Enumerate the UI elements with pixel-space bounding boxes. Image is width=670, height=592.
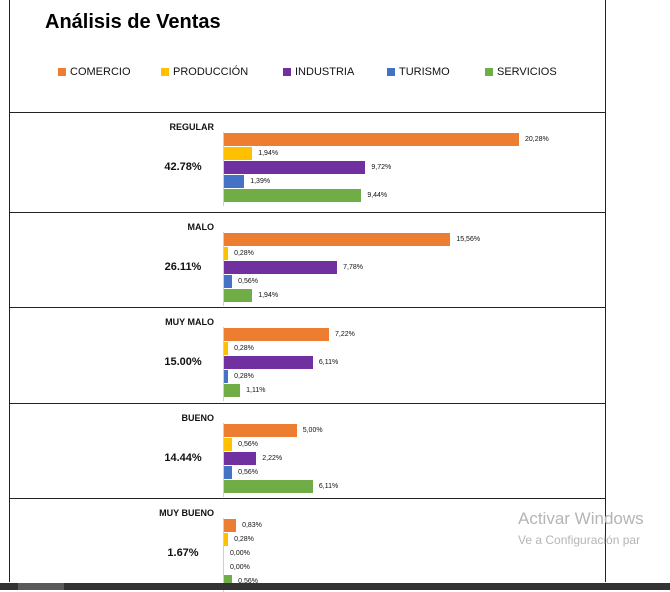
bar-turismo: [224, 275, 233, 288]
bar-turismo: [224, 466, 233, 479]
activation-watermark-title: Activar Windows: [518, 509, 644, 528]
category-axis: [223, 518, 224, 592]
group-label: BUENO: [181, 413, 214, 423]
bar-value-label: 0,56%: [238, 441, 258, 448]
taskbar: [0, 583, 670, 590]
bar-value-label: 0,00%: [230, 550, 250, 557]
legend-swatch: [387, 68, 395, 76]
legend-label: INDUSTRIA: [295, 66, 355, 78]
legend-swatch: [485, 68, 493, 76]
bar-value-label: 6,11%: [318, 483, 339, 490]
bar-value-label: 1,11%: [246, 387, 266, 394]
bar-turismo: [224, 175, 245, 188]
bar-value-label: 0,56%: [238, 469, 258, 476]
section-divider: [10, 403, 605, 404]
bar-turismo: [224, 370, 229, 383]
activation-watermark-subtitle: Ve a Configuración par: [518, 533, 641, 547]
group-total: 26.11%: [164, 261, 202, 273]
bar-value-label: 1,94%: [258, 292, 279, 299]
legend-item-producción: PRODUCCIÓN: [161, 66, 248, 78]
bar-servicios: [224, 384, 241, 397]
category-axis: [223, 423, 224, 497]
category-axis: [223, 327, 224, 401]
bar-producción: [224, 147, 253, 160]
bar-value-label: 0,28%: [234, 345, 254, 352]
bar-value-label: 15,56%: [456, 236, 481, 243]
bar-value-label: 9,72%: [371, 164, 392, 171]
bar-value-label: 6,11%: [318, 359, 339, 366]
group-total: 14.44%: [164, 452, 202, 464]
legend: COMERCIO PRODUCCIÓN INDUSTRIA TURISMO SERVIC…: [10, 66, 605, 82]
legend-item-comercio: COMERCIO: [58, 66, 131, 78]
legend-item-turismo: TURISMO: [387, 66, 450, 78]
legend-label: SERVICIOS: [497, 66, 557, 78]
bar-value-label: 0,28%: [234, 373, 254, 380]
group-label: MUY MALO: [165, 317, 214, 327]
legend-swatch: [283, 68, 291, 76]
bar-value-label: 1,94%: [258, 150, 279, 157]
bar-value-label: 9,44%: [367, 192, 388, 199]
bar-value-label: 7,78%: [343, 264, 364, 271]
legend-label: TURISMO: [399, 66, 450, 78]
bar-value-label: 0,56%: [238, 578, 258, 585]
bar-industria: [224, 161, 366, 174]
legend-swatch: [161, 68, 169, 76]
bar-servicios: [224, 480, 313, 493]
bar-producción: [224, 247, 229, 260]
chart-panel: Análisis de Ventas COMERCIO PRODUCCIÓN IND…: [9, 0, 606, 592]
bar-servicios: [224, 289, 253, 302]
bar-industria: [224, 356, 313, 369]
legend-swatch: [58, 68, 66, 76]
legend-label: COMERCIO: [70, 66, 131, 78]
bar-value-label: 5,00%: [302, 427, 323, 434]
section-divider: [10, 112, 605, 113]
group-total: 1.67%: [167, 547, 199, 559]
section-divider: [10, 498, 605, 499]
bar-value-label: 0,28%: [234, 250, 254, 257]
legend-item-servicios: SERVICIOS: [485, 66, 557, 78]
group-total: 42.78%: [164, 161, 202, 173]
bar-value-label: 7,22%: [335, 331, 355, 338]
bar-value-label: 0,56%: [238, 278, 258, 285]
bar-value-label: 1,39%: [250, 178, 271, 185]
bar-producción: [224, 533, 229, 546]
bar-value-label: 0,28%: [234, 536, 254, 543]
category-axis: [223, 132, 224, 206]
bar-comercio: [224, 233, 451, 246]
bar-comercio: [224, 328, 330, 341]
group-label: MUY BUENO: [159, 508, 214, 518]
section-divider: [10, 212, 605, 213]
group-total: 15.00%: [164, 356, 202, 368]
bar-comercio: [224, 133, 519, 146]
bar-value-label: 2,22%: [262, 455, 283, 462]
category-axis: [223, 232, 224, 306]
group-label: REGULAR: [169, 122, 215, 132]
bar-servicios: [224, 189, 362, 202]
group-label: MALO: [187, 222, 215, 232]
taskbar-item[interactable]: [18, 583, 64, 590]
bar-value-label: 0,83%: [242, 522, 262, 529]
chart-title: Análisis de Ventas: [45, 11, 221, 33]
bar-industria: [224, 261, 338, 274]
bar-value-label: 0,00%: [230, 564, 250, 571]
bar-producción: [224, 438, 233, 451]
legend-item-industria: INDUSTRIA: [283, 66, 354, 78]
legend-label: PRODUCCIÓN: [173, 66, 249, 78]
section-divider: [10, 307, 605, 308]
bar-comercio: [224, 519, 237, 532]
bar-industria: [224, 452, 257, 465]
bar-servicios: [224, 575, 233, 588]
bar-comercio: [224, 424, 297, 437]
bar-producción: [224, 342, 229, 355]
bar-value-label: 20,28%: [525, 136, 549, 143]
